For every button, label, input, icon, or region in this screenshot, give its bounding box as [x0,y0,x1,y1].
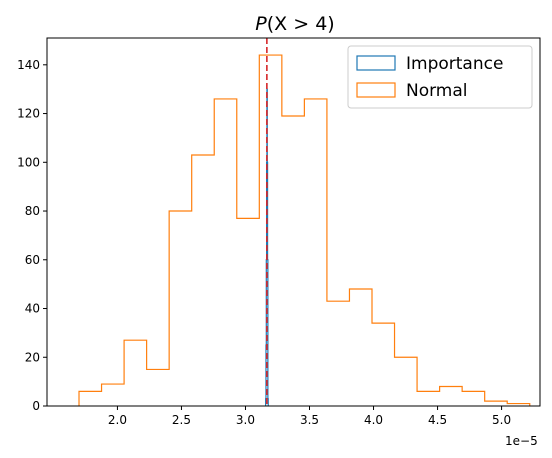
y-tick-label: 40 [25,302,40,316]
x-tick-label: 2.5 [172,413,191,427]
legend-label-importance: Importance [406,54,503,74]
y-tick-label: 0 [32,399,40,413]
y-tick-label: 80 [25,204,40,218]
x-axis-multiplier: 1e−5 [505,434,538,448]
x-tick-label: 4.5 [428,413,447,427]
y-tick-label: 140 [17,58,40,72]
x-tick-label: 4.0 [364,413,383,427]
legend-label-normal: Normal [406,81,468,101]
x-tick-label: 3.5 [300,413,319,427]
y-tick-label: 60 [25,253,40,267]
x-tick-label: 5.0 [492,413,511,427]
y-tick-label: 20 [25,350,40,364]
y-tick-label: 100 [17,155,40,169]
chart-title: P(X > 4) [255,13,334,35]
legend: Importance Normal [348,46,532,108]
x-tick-label: 2.0 [108,413,127,427]
x-tick-label: 3.0 [236,413,255,427]
y-tick-label: 120 [17,107,40,121]
